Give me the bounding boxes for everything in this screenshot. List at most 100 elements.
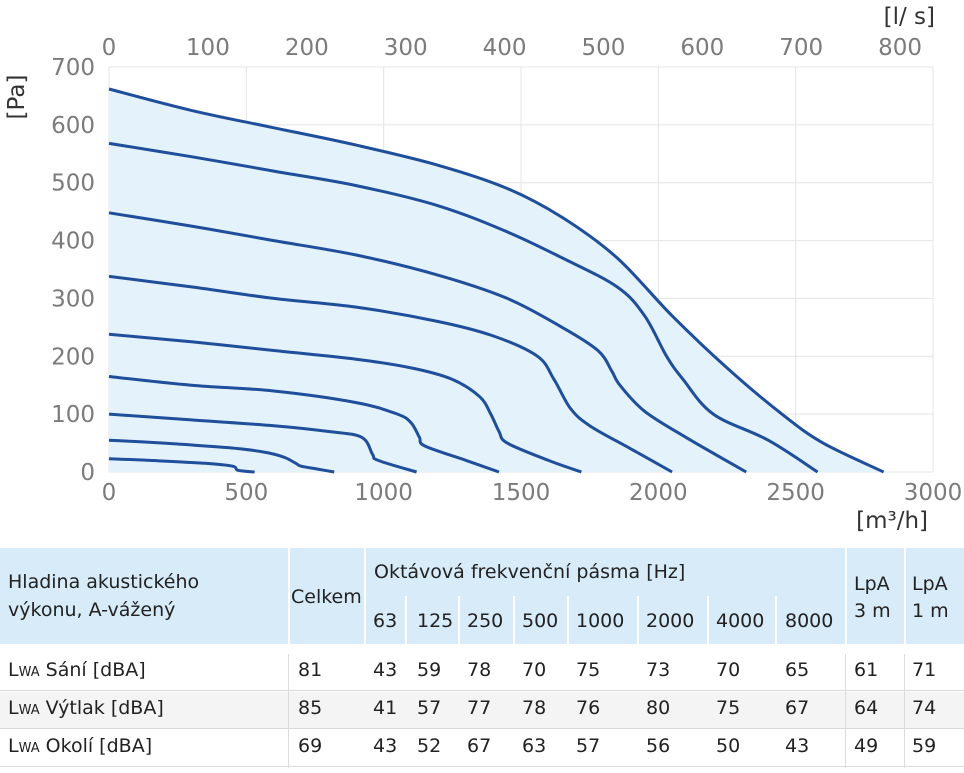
cell-band: 63 bbox=[522, 735, 547, 757]
cell-band: 57 bbox=[576, 735, 601, 757]
x2-unit-label: [l/ s] bbox=[884, 4, 935, 30]
band-header: 4000 bbox=[716, 610, 765, 632]
cell-band: 56 bbox=[646, 735, 671, 757]
x-tick-label: 2000 bbox=[629, 480, 688, 506]
x2-tick-label: 100 bbox=[186, 35, 230, 61]
row-divider bbox=[0, 690, 964, 691]
header-total: Celkem bbox=[291, 586, 362, 608]
header-divider bbox=[364, 548, 366, 644]
x-tick-label: 1500 bbox=[492, 480, 551, 506]
band-header: 8000 bbox=[785, 610, 834, 632]
cell-lpa1: 59 bbox=[912, 735, 937, 757]
fan-curve-6 bbox=[108, 274, 673, 474]
y-tick-label: 0 bbox=[80, 460, 95, 486]
x-unit-label: [m³/h] bbox=[856, 508, 928, 534]
cell-band: 57 bbox=[417, 697, 442, 719]
fan-curve-3 bbox=[108, 412, 418, 474]
y-tick-label: 100 bbox=[51, 402, 95, 428]
cell-band: 75 bbox=[716, 697, 741, 719]
x-tick-label: 1000 bbox=[354, 480, 413, 506]
y-tick-label: 700 bbox=[51, 55, 95, 81]
band-divider bbox=[637, 596, 639, 644]
cell-band: 80 bbox=[646, 697, 671, 719]
band-divider bbox=[513, 596, 515, 644]
header-divider bbox=[288, 548, 290, 644]
x2-tick-label: 700 bbox=[779, 35, 823, 61]
cell-band: 41 bbox=[373, 697, 398, 719]
envelope-layer bbox=[109, 89, 884, 472]
cell-band: 67 bbox=[467, 735, 492, 757]
band-header: 125 bbox=[417, 610, 454, 632]
x2-tick-label: 0 bbox=[102, 35, 117, 61]
y-tick-label: 600 bbox=[51, 113, 95, 139]
cell-total: 69 bbox=[298, 735, 323, 757]
fan-curve-8 bbox=[108, 141, 819, 474]
header-label-line2: výkonu, A-vážený bbox=[8, 599, 176, 621]
y-tick-label: 300 bbox=[51, 286, 95, 312]
header-lpa1-line2: 1 m bbox=[912, 600, 949, 622]
x2-tick-label: 300 bbox=[384, 35, 428, 61]
cell-band: 78 bbox=[522, 697, 547, 719]
cell-band: 67 bbox=[785, 697, 810, 719]
cell-lpa3: 49 bbox=[854, 735, 879, 757]
fan-curve-1 bbox=[108, 457, 255, 474]
y-unit-label: [Pa] bbox=[4, 75, 30, 120]
y-tick-label: 500 bbox=[51, 171, 95, 197]
cell-band: 70 bbox=[716, 659, 741, 681]
band-header: 500 bbox=[522, 610, 559, 632]
cell-lpa1: 71 bbox=[912, 659, 937, 681]
x2-tick-label: 800 bbox=[878, 35, 922, 61]
band-divider bbox=[405, 596, 407, 644]
band-divider bbox=[458, 596, 460, 644]
fan-curve-7 bbox=[108, 211, 747, 474]
cell-band: 43 bbox=[373, 735, 398, 757]
x-tick-label: 2500 bbox=[766, 480, 825, 506]
column-divider bbox=[904, 654, 905, 768]
table-row bbox=[0, 692, 964, 728]
cell-lpa1: 74 bbox=[912, 697, 937, 719]
x2-tick-label: 200 bbox=[285, 35, 329, 61]
cell-lpa3: 64 bbox=[854, 697, 879, 719]
x2-tick-label: 400 bbox=[483, 35, 527, 61]
header-divider bbox=[845, 548, 847, 644]
x-tick-label: 0 bbox=[102, 480, 117, 506]
header-lpa3-line1: LpA bbox=[854, 573, 890, 595]
y-tick-label: 200 bbox=[51, 344, 95, 370]
row-label: LWA Výtlak [dBA] bbox=[8, 697, 164, 719]
cell-band: 70 bbox=[522, 659, 547, 681]
column-divider bbox=[845, 654, 846, 768]
cell-band: 52 bbox=[417, 735, 442, 757]
table-row bbox=[0, 730, 964, 766]
fan-curve-4 bbox=[108, 375, 500, 474]
table-header bbox=[0, 548, 964, 644]
x2-tick-label: 600 bbox=[680, 35, 724, 61]
fan-curve-2 bbox=[108, 438, 335, 474]
header-bands-title: Oktávová frekvenční pásma [Hz] bbox=[374, 561, 686, 583]
header-lpa1-line1: LpA bbox=[912, 573, 948, 595]
fan-curve-5 bbox=[108, 332, 582, 474]
row-divider bbox=[0, 766, 964, 767]
table-row bbox=[0, 654, 964, 690]
column-divider bbox=[288, 654, 289, 768]
curve-layer bbox=[108, 87, 885, 474]
band-header: 63 bbox=[373, 610, 398, 632]
band-divider bbox=[775, 596, 777, 644]
operating-envelope bbox=[109, 89, 884, 472]
cell-band: 77 bbox=[467, 697, 492, 719]
band-header: 1000 bbox=[576, 610, 625, 632]
cell-total: 85 bbox=[298, 697, 323, 719]
row-label: LWA Sání [dBA] bbox=[8, 659, 146, 681]
band-divider bbox=[567, 596, 569, 644]
band-header: 250 bbox=[467, 610, 504, 632]
x-tick-label: 500 bbox=[224, 480, 268, 506]
band-divider bbox=[707, 596, 709, 644]
cell-lpa3: 61 bbox=[854, 659, 879, 681]
header-divider bbox=[904, 548, 906, 644]
cell-band: 73 bbox=[646, 659, 671, 681]
cell-band: 75 bbox=[576, 659, 601, 681]
header-label-line1: Hladina akustického bbox=[8, 571, 200, 593]
band-header: 2000 bbox=[646, 610, 695, 632]
cell-band: 43 bbox=[373, 659, 398, 681]
